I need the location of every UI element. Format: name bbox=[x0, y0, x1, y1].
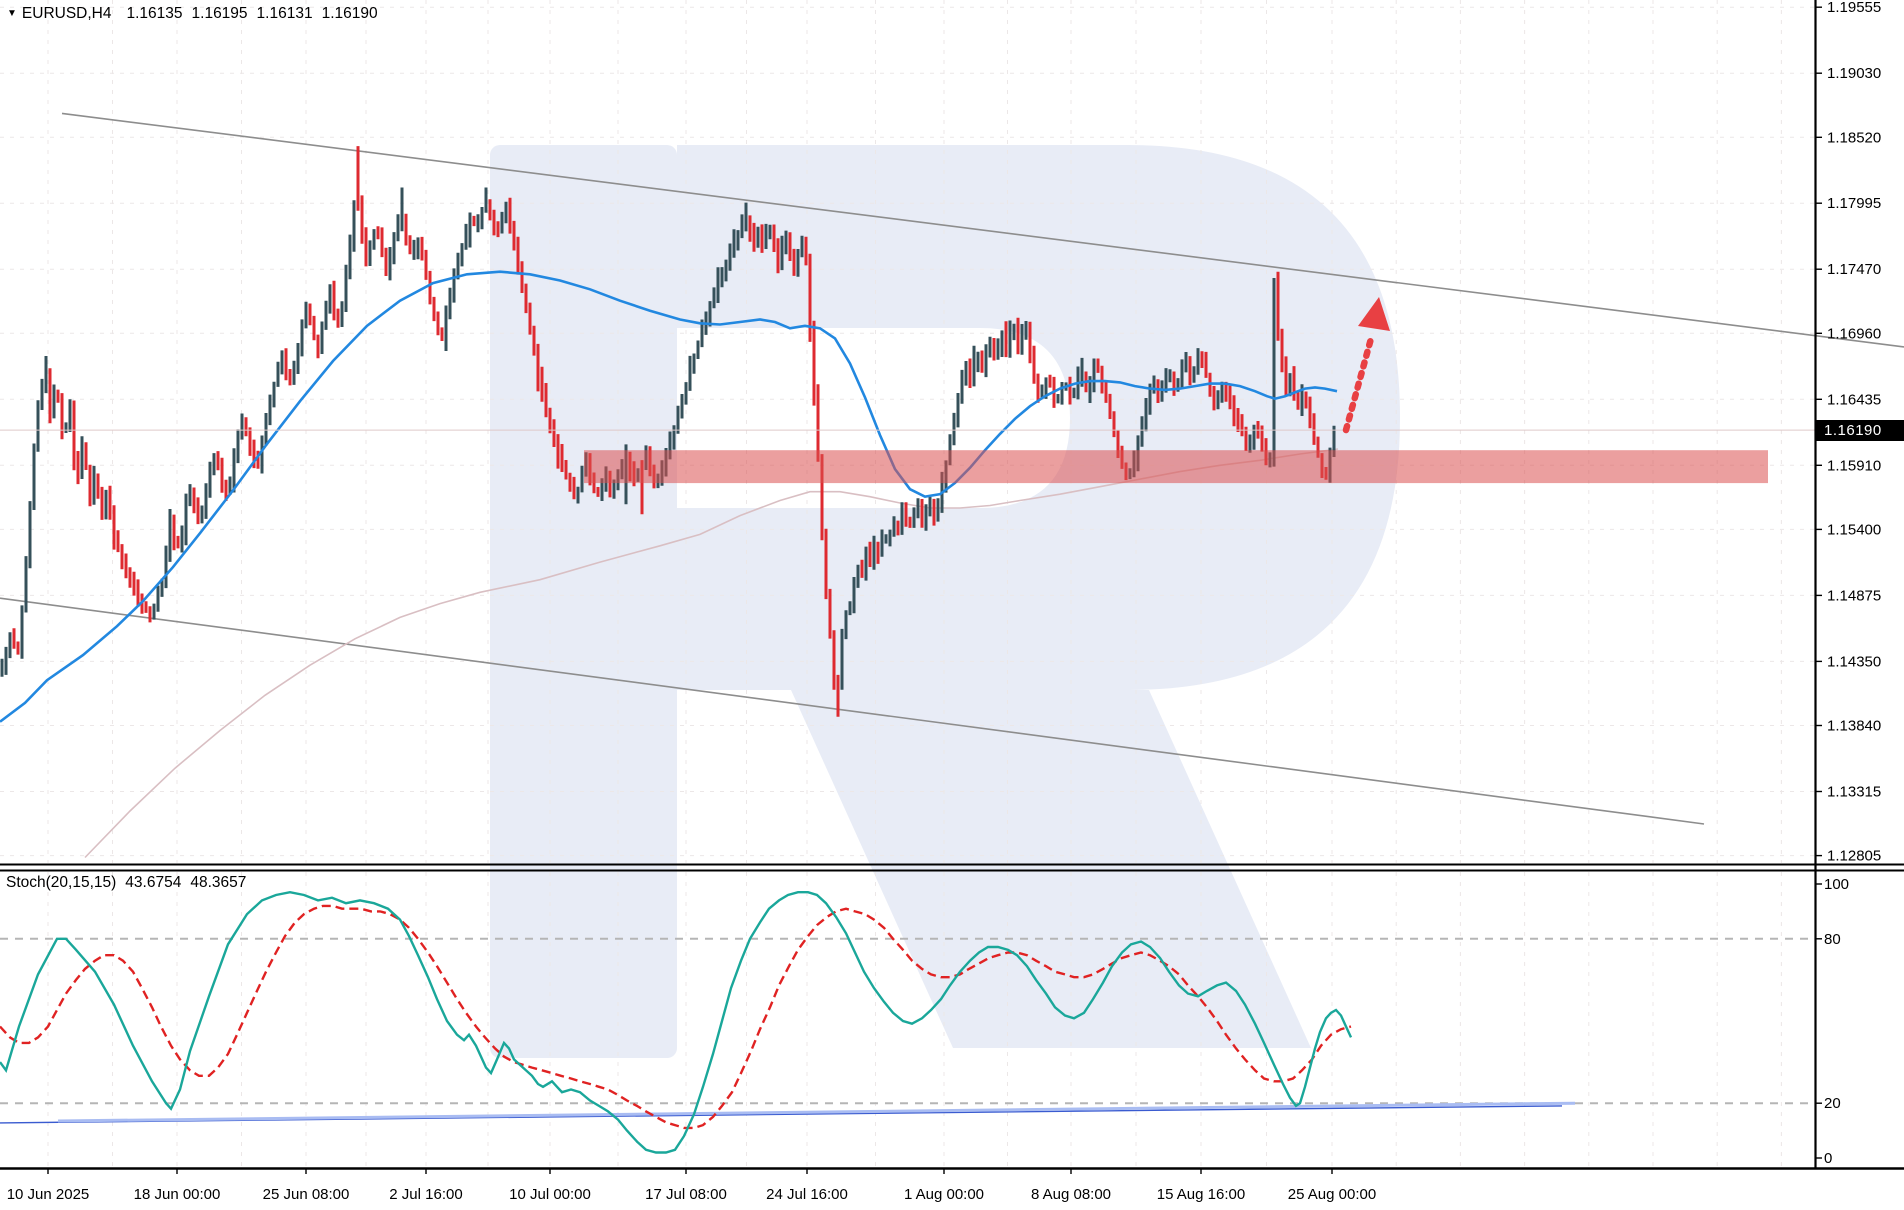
svg-text:25 Aug 00:00: 25 Aug 00:00 bbox=[1288, 1186, 1376, 1203]
ohlc-low: 1.16131 bbox=[256, 5, 313, 22]
stoch-signal-line bbox=[0, 904, 1352, 1130]
svg-text:2 Jul 16:00: 2 Jul 16:00 bbox=[389, 1186, 462, 1203]
support-zone-rectangle[interactable] bbox=[584, 450, 1768, 484]
svg-text:24 Jul 16:00: 24 Jul 16:00 bbox=[766, 1186, 848, 1203]
stoch-trendlines[interactable] bbox=[0, 1101, 1576, 1124]
svg-text:1.15400: 1.15400 bbox=[1827, 521, 1881, 538]
svg-text:25 Jun 08:00: 25 Jun 08:00 bbox=[263, 1186, 350, 1203]
svg-text:1.14875: 1.14875 bbox=[1827, 587, 1881, 604]
svg-text:10 Jun 2025: 10 Jun 2025 bbox=[7, 1186, 90, 1203]
ohlc-close: 1.16190 bbox=[321, 5, 378, 22]
ohlc-high: 1.16195 bbox=[191, 5, 248, 22]
svg-text:17 Jul 08:00: 17 Jul 08:00 bbox=[645, 1186, 727, 1203]
indicator-signal-value: 48.3657 bbox=[190, 874, 247, 891]
svg-text:1.19030: 1.19030 bbox=[1827, 65, 1881, 82]
symbol-ohlc-info: ▼ EURUSD,H4 1.16135 1.16195 1.16131 1.16190 bbox=[7, 5, 378, 23]
svg-text:1.17995: 1.17995 bbox=[1827, 195, 1881, 212]
svg-text:1 Aug 00:00: 1 Aug 00:00 bbox=[904, 1186, 984, 1203]
axis-ticks bbox=[47, 6, 1822, 1174]
fast-ma-line[interactable] bbox=[0, 270, 1338, 723]
svg-text:0: 0 bbox=[1824, 1150, 1832, 1167]
stoch-main-line bbox=[0, 890, 1353, 1154]
svg-text:80: 80 bbox=[1824, 931, 1841, 948]
grid-lines bbox=[0, 0, 1815, 1168]
svg-text:1.18520: 1.18520 bbox=[1827, 129, 1881, 146]
up-arrow-annotation[interactable] bbox=[1342, 297, 1390, 434]
axis-labels[interactable]: 1.19555 1.19030 1.18520 1.17995 1.17470 1.169… bbox=[7, 0, 1882, 1203]
candles-bearish bbox=[12, 146, 1328, 717]
indicator-main-value: 43.6754 bbox=[125, 874, 182, 891]
watermark-logo bbox=[490, 145, 1400, 1058]
symbol-title: EURUSD,H4 bbox=[21, 5, 112, 22]
svg-text:10 Jul 00:00: 10 Jul 00:00 bbox=[509, 1186, 591, 1203]
svg-text:1.15910: 1.15910 bbox=[1827, 457, 1881, 474]
svg-text:1.16960: 1.16960 bbox=[1827, 325, 1881, 342]
indicator-label: Stoch(20,15,15) 43.6754 48.3657 bbox=[6, 874, 246, 892]
current-price-badge: 1.16190 bbox=[1816, 420, 1904, 441]
svg-text:1.14350: 1.14350 bbox=[1827, 653, 1881, 670]
ohlc-open: 1.16135 bbox=[126, 5, 183, 22]
svg-text:1.19555: 1.19555 bbox=[1827, 0, 1881, 16]
svg-text:8 Aug 08:00: 8 Aug 08:00 bbox=[1031, 1186, 1111, 1203]
symbol-dropdown-icon[interactable]: ▼ bbox=[7, 8, 17, 19]
svg-text:1.12805: 1.12805 bbox=[1827, 848, 1881, 865]
svg-text:20: 20 bbox=[1824, 1095, 1841, 1112]
indicator-name: Stoch(20,15,15) bbox=[6, 874, 117, 891]
svg-text:1.13315: 1.13315 bbox=[1827, 784, 1881, 801]
svg-text:1.13840: 1.13840 bbox=[1827, 718, 1881, 735]
svg-text:100: 100 bbox=[1824, 876, 1849, 893]
panel-borders bbox=[0, 0, 1904, 1170]
svg-text:15 Aug 16:00: 15 Aug 16:00 bbox=[1157, 1186, 1245, 1203]
svg-text:1.17470: 1.17470 bbox=[1827, 261, 1881, 278]
svg-text:18 Jun 00:00: 18 Jun 00:00 bbox=[134, 1186, 221, 1203]
channel-trendlines[interactable] bbox=[0, 112, 1904, 825]
svg-text:1.16435: 1.16435 bbox=[1827, 391, 1881, 408]
